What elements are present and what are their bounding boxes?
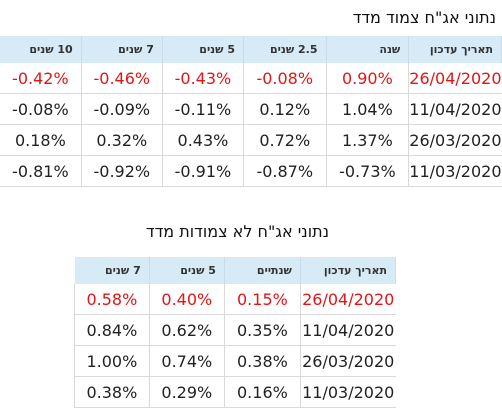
cell-value: 0.58% — [74, 284, 150, 315]
cell-value: 0.35% — [223, 314, 301, 346]
cell-date: 26/04/2020 — [408, 63, 502, 94]
cell-value: -0.46% — [80, 63, 163, 94]
cell-value: 0.90% — [325, 63, 409, 94]
cell-value: 0.38% — [223, 345, 301, 377]
table-row: 26/04/2020 0.15% 0.40% 0.58% — [74, 284, 396, 315]
cell-value: 0.29% — [148, 376, 225, 408]
cell-value: -0.42% — [0, 63, 82, 94]
cell-value: 0.84% — [74, 314, 150, 346]
column-header-5-years: 5 שנים — [162, 36, 245, 63]
indexed-bonds-table: תאריך עדכון שנה 2.5 שנים 5 שנים 7 שנים 1… — [0, 36, 502, 187]
cell-date: 11/03/2020 — [299, 376, 396, 408]
column-header-2-years: שנתיים — [224, 257, 301, 284]
column-header-5-years: 5 שנים — [149, 257, 225, 284]
cell-date: 11/03/2020 — [408, 155, 502, 187]
cell-value: -0.11% — [161, 93, 244, 125]
cell-date: 26/03/2020 — [299, 345, 396, 377]
table-row: 26/03/2020 0.38% 0.74% 1.00% — [74, 345, 396, 377]
cell-value: -0.08% — [243, 63, 327, 94]
cell-value: -0.91% — [161, 155, 244, 187]
table-row: 11/03/2020 0.16% 0.29% 0.38% — [74, 376, 396, 408]
cell-date: 11/04/2020 — [408, 93, 502, 125]
cell-value: 0.12% — [243, 93, 327, 125]
cell-value: 0.18% — [0, 124, 82, 156]
cell-date: 11/04/2020 — [299, 314, 396, 346]
table-row: 11/04/2020 1.04% 0.12% -0.11% -0.09% -0.… — [0, 93, 502, 125]
cell-value: 0.15% — [223, 284, 301, 315]
cell-value: 1.37% — [325, 124, 409, 156]
cell-value: -0.81% — [0, 155, 82, 187]
cell-value: 0.62% — [148, 314, 225, 346]
table-header-row: תאריך עדכון שנתיים 5 שנים 7 שנים — [74, 257, 397, 284]
cell-value: -0.43% — [161, 63, 244, 94]
cell-value: -0.73% — [325, 155, 409, 187]
cell-value: -0.92% — [80, 155, 163, 187]
column-header-2-5-years: 2.5 שנים — [243, 36, 327, 63]
column-header-update-date: תאריך עדכון — [408, 36, 502, 63]
cell-value: 1.00% — [74, 345, 150, 377]
indexed-bonds-title: נתוני אג"ח צמוד מדד — [352, 8, 496, 27]
cell-value: 0.16% — [223, 376, 301, 408]
cell-value: 0.74% — [148, 345, 225, 377]
cell-value: 0.32% — [80, 124, 163, 156]
cell-value: -0.87% — [243, 155, 327, 187]
cell-value: 1.04% — [325, 93, 409, 125]
column-header-1-year: שנה — [326, 36, 410, 63]
cell-value: 0.38% — [74, 376, 150, 408]
cell-value: -0.09% — [80, 93, 163, 125]
column-header-7-years: 7 שנים — [74, 257, 150, 284]
table-header-row: תאריך עדכון שנה 2.5 שנים 5 שנים 7 שנים 1… — [0, 36, 502, 63]
cell-date: 26/04/2020 — [299, 284, 396, 315]
non-indexed-bonds-title: נתוני אג"ח לא צמודות מדד — [145, 222, 329, 241]
non-indexed-bonds-table: תאריך עדכון שנתיים 5 שנים 7 שנים 26/04/2… — [74, 257, 397, 408]
cell-value: -0.08% — [0, 93, 82, 125]
column-header-update-date: תאריך עדכון — [300, 257, 397, 284]
table-row: 26/03/2020 1.37% 0.72% 0.43% 0.32% 0.18% — [0, 124, 502, 156]
table-row: 11/03/2020 -0.73% -0.87% -0.91% -0.92% -… — [0, 155, 502, 187]
column-header-7-years: 7 שנים — [81, 36, 163, 63]
table-row: 11/04/2020 0.35% 0.62% 0.84% — [74, 314, 396, 346]
cell-date: 26/03/2020 — [408, 124, 502, 156]
table-row: 26/04/2020 0.90% -0.08% -0.43% -0.46% -0… — [0, 63, 502, 94]
cell-value: 0.40% — [148, 284, 225, 315]
cell-value: 0.72% — [243, 124, 327, 156]
cell-value: 0.43% — [161, 124, 244, 156]
column-header-10-years: 10 שנים — [0, 36, 82, 63]
